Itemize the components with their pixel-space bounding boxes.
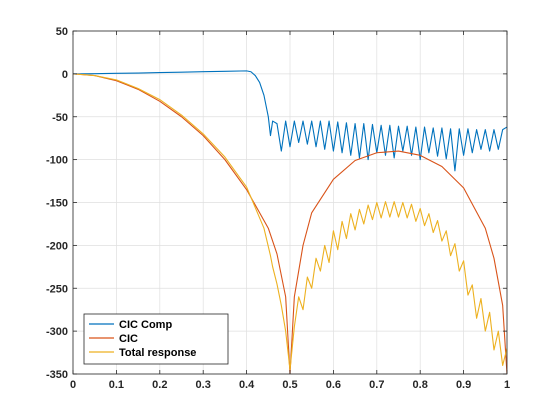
y-tick-label: -200	[46, 240, 68, 252]
x-tick-label: 0.1	[109, 379, 124, 391]
legend-label: CIC Comp	[119, 319, 172, 331]
y-tick-label: -50	[52, 112, 68, 124]
series-line-total-response	[73, 73, 507, 371]
legend-label: Total response	[119, 347, 196, 359]
x-tick-label: 0.9	[456, 379, 471, 391]
y-tick-label: 50	[56, 26, 68, 38]
x-tick-label: 0.3	[196, 379, 211, 391]
legend-box	[83, 313, 229, 365]
x-tick-label: 0.5	[282, 379, 297, 391]
y-tick-label: -150	[46, 198, 68, 210]
y-tick-label: -250	[46, 283, 68, 295]
y-tick-label: 0	[62, 69, 68, 81]
x-tick-label: 0.2	[152, 379, 167, 391]
y-tick-label: -300	[46, 326, 68, 338]
series-lines	[73, 70, 507, 374]
axis-ticks: 0 0.1 0.2 0.3 0.4 0.5 0.6 0.7 0.8 0.9 1 50 0 -50 -100 -…	[46, 26, 510, 391]
x-tick-label: 0	[70, 379, 76, 391]
legend-label: CIC	[119, 333, 138, 345]
series-line-cic-comp	[73, 70, 507, 172]
legend[interactable]: CIC Comp CIC Total response	[83, 313, 229, 365]
x-tick-label: 0.6	[326, 379, 341, 391]
x-tick-label: 1	[504, 379, 510, 391]
series-line-cic	[73, 73, 507, 374]
y-tick-label: -350	[46, 369, 68, 381]
x-tick-label: 0.4	[239, 379, 255, 391]
x-tick-label: 0.7	[369, 379, 384, 391]
x-tick-label: 0.8	[413, 379, 428, 391]
y-tick-label: -100	[46, 155, 68, 167]
